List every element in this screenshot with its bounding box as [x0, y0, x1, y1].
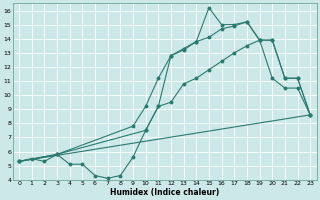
X-axis label: Humidex (Indice chaleur): Humidex (Indice chaleur)	[110, 188, 219, 197]
